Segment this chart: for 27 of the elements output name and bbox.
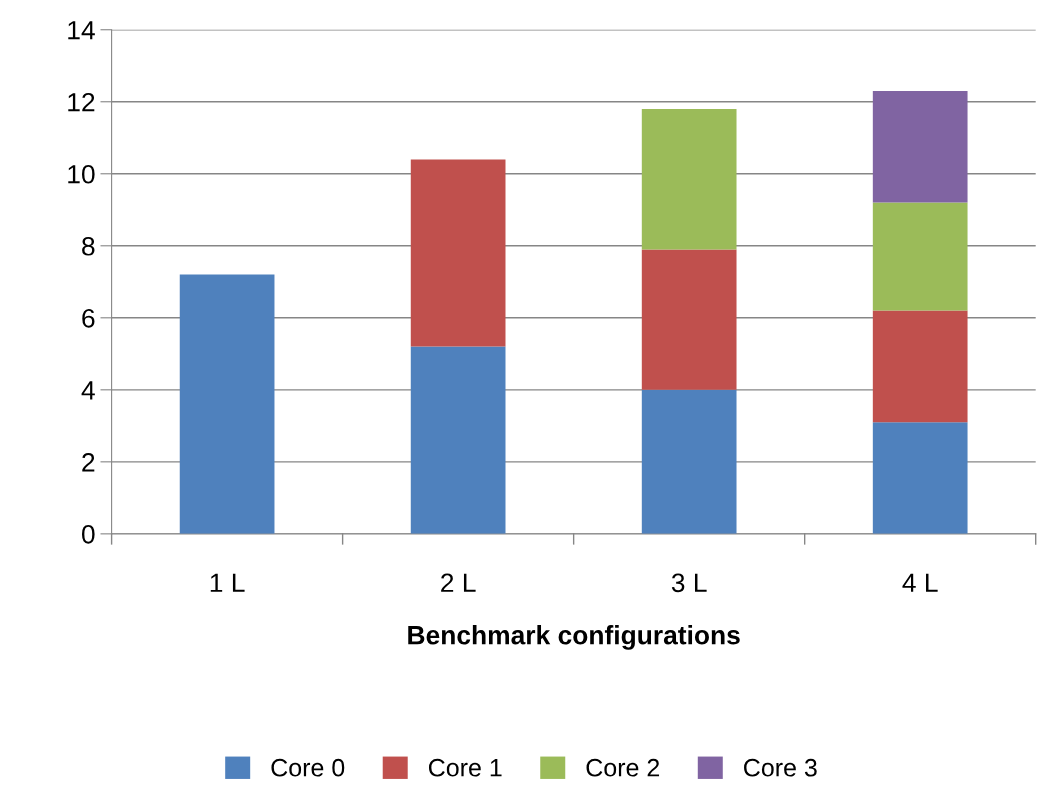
- legend-label: Core 0: [271, 758, 345, 777]
- legend-label: Core 2: [586, 758, 660, 777]
- bar: [410, 159, 506, 347]
- x-tick-label: 3 L: [671, 573, 707, 593]
- bar: [872, 310, 968, 423]
- legend-label: Core 1: [428, 758, 502, 777]
- y-tick-label: 8: [82, 236, 95, 256]
- y-tick-label: 2: [82, 452, 95, 472]
- bar: [641, 389, 737, 534]
- bar: [872, 422, 968, 534]
- y-tick-label: 12: [68, 92, 95, 112]
- y-tick-label: 4: [81, 381, 95, 400]
- y-tick-label: 10: [68, 164, 95, 184]
- bar: [872, 202, 968, 311]
- x-tick-label: 2 L: [441, 573, 476, 592]
- legend-label: Core 3: [744, 758, 817, 777]
- y-tick-label: 0: [81, 524, 95, 544]
- x-axis-title: Benchmark configurations: [408, 625, 740, 650]
- bar: [872, 90, 968, 203]
- x-tick-label: 1 L: [210, 573, 245, 592]
- bar: [179, 274, 275, 534]
- y-tick-label: 14: [68, 21, 95, 40]
- bar: [641, 249, 737, 390]
- bar: [641, 108, 737, 250]
- x-tick-label: 4 L: [902, 573, 938, 592]
- bar: [410, 346, 506, 534]
- y-tick-label: 6: [82, 308, 95, 328]
